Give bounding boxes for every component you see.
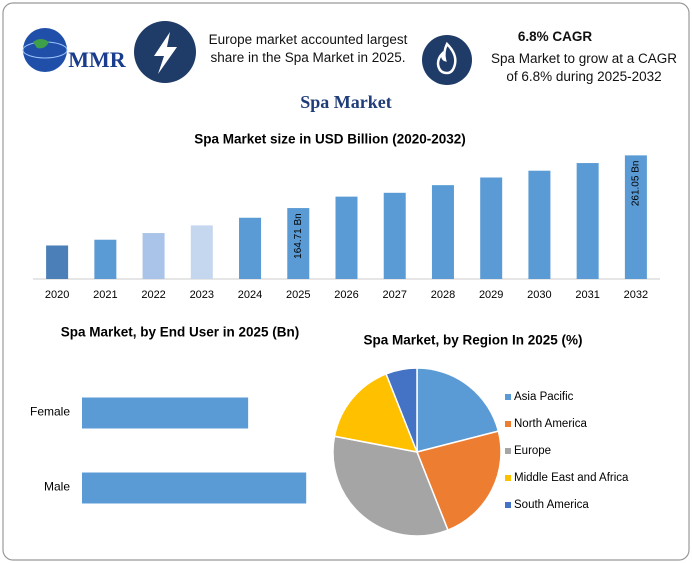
x-tick-label: 2023 bbox=[190, 289, 214, 301]
header-text: Europe market accounted largest share in… bbox=[208, 32, 408, 65]
logo-land bbox=[33, 39, 49, 49]
bar bbox=[46, 245, 69, 279]
chart-title: Spa Market, by Region In 2025 (%) bbox=[363, 333, 582, 348]
legend-label: North America bbox=[514, 418, 587, 430]
icon-circle bbox=[422, 35, 472, 85]
x-tick-label: 2029 bbox=[479, 289, 503, 301]
bar bbox=[624, 155, 647, 279]
x-tick-label: 2022 bbox=[141, 289, 165, 301]
icon-flame bbox=[436, 41, 457, 75]
x-tick-label: 2032 bbox=[624, 289, 648, 301]
legend-label: Europe bbox=[514, 445, 551, 457]
logo-text: MMR bbox=[68, 47, 127, 72]
x-tick-label: 2031 bbox=[575, 289, 599, 301]
value-label: 164.71 Bn bbox=[293, 213, 304, 259]
x-tick-label: 2028 bbox=[431, 289, 455, 301]
legend-swatch bbox=[505, 421, 511, 427]
legend-label: Middle East and Africa bbox=[514, 472, 629, 484]
legend-swatch bbox=[505, 502, 511, 508]
legend-label: Asia Pacific bbox=[514, 391, 574, 403]
pie-slice bbox=[332, 435, 449, 537]
x-tick-label: 2027 bbox=[382, 289, 406, 301]
bar bbox=[431, 185, 454, 279]
x-tick-label: 2025 bbox=[286, 289, 310, 301]
logo-globe bbox=[23, 28, 67, 72]
chart-title: Spa Market size in USD Billion (2020-203… bbox=[194, 132, 466, 147]
x-tick-label: 2030 bbox=[527, 289, 551, 301]
bar bbox=[94, 239, 117, 279]
bar bbox=[383, 192, 406, 279]
pie-slice bbox=[385, 367, 418, 453]
bar bbox=[576, 163, 599, 279]
y-tick-label: Female bbox=[30, 405, 70, 419]
x-tick-label: 2020 bbox=[45, 289, 69, 301]
x-tick-label: 2024 bbox=[238, 289, 262, 301]
bar bbox=[335, 196, 358, 279]
page-title: Spa Market bbox=[300, 92, 392, 112]
cagr-text: Spa Market to grow at a CAGR of 6.8% dur… bbox=[490, 51, 678, 84]
bar bbox=[239, 217, 262, 279]
x-tick-label: 2021 bbox=[93, 289, 117, 301]
bar bbox=[480, 177, 503, 279]
bar bbox=[142, 233, 165, 279]
bar bbox=[82, 397, 249, 429]
bar bbox=[190, 225, 213, 279]
value-label: 261.05 Bn bbox=[631, 161, 642, 207]
legend-label: South America bbox=[514, 499, 589, 511]
cagr-title: 6.8% CAGR bbox=[517, 29, 593, 44]
icon-bolt bbox=[154, 32, 177, 74]
chart-title: Spa Market, by End User in 2025 (Bn) bbox=[61, 325, 300, 340]
bar bbox=[287, 208, 310, 279]
x-tick-label: 2026 bbox=[334, 289, 358, 301]
pie-slice bbox=[415, 430, 502, 532]
y-tick-label: Male bbox=[44, 480, 70, 494]
pie-slice bbox=[416, 367, 500, 453]
pie-slice bbox=[333, 372, 419, 453]
legend-swatch bbox=[505, 475, 511, 481]
bar bbox=[528, 170, 551, 279]
bar bbox=[82, 472, 307, 504]
legend-swatch bbox=[505, 394, 511, 400]
legend-swatch bbox=[505, 448, 511, 454]
